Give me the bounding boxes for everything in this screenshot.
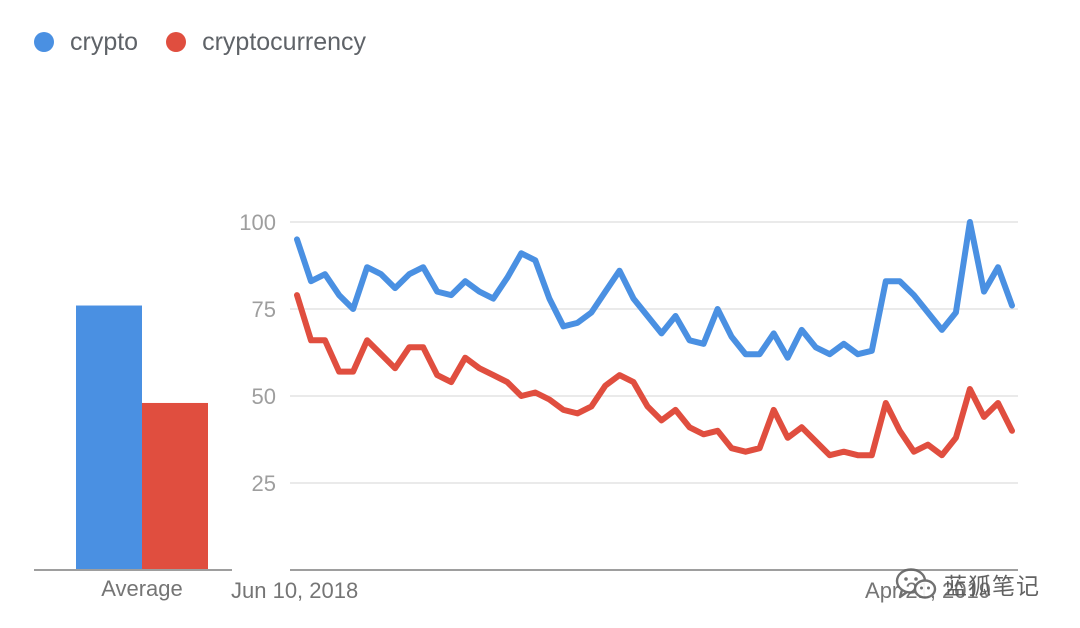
series-line-cryptocurrency — [294, 292, 1015, 459]
legend-item-crypto[interactable]: crypto — [34, 28, 138, 57]
legend-dot-crypto — [34, 32, 54, 52]
series-line-crypto — [294, 219, 1015, 361]
average-bar-cryptocurrency — [142, 402, 208, 570]
y-tick-label-25: 25 — [252, 471, 276, 496]
x-tick-label-start: Jun 10, 2018 — [231, 578, 358, 603]
y-tick-label-100: 100 — [239, 210, 276, 235]
legend-dot-cryptocurrency — [166, 32, 187, 52]
legend-label-cryptocurrency: cryptocurrency — [202, 27, 367, 56]
legend-label-crypto: crypto — [70, 27, 139, 56]
y-tick-label-75: 75 — [252, 297, 276, 322]
watermark-text: 蓝狐笔记 — [944, 573, 1040, 599]
watermark: 蓝狐笔记 — [894, 566, 1040, 602]
chart-legend: crypto cryptocurrency — [34, 26, 394, 58]
legend-item-cryptocurrency[interactable]: cryptocurrency — [166, 28, 366, 57]
average-bar-crypto — [76, 305, 142, 570]
y-tick-label-50: 50 — [252, 384, 276, 409]
bar-category-label: Average — [101, 576, 183, 601]
wechat-icon — [895, 568, 937, 599]
